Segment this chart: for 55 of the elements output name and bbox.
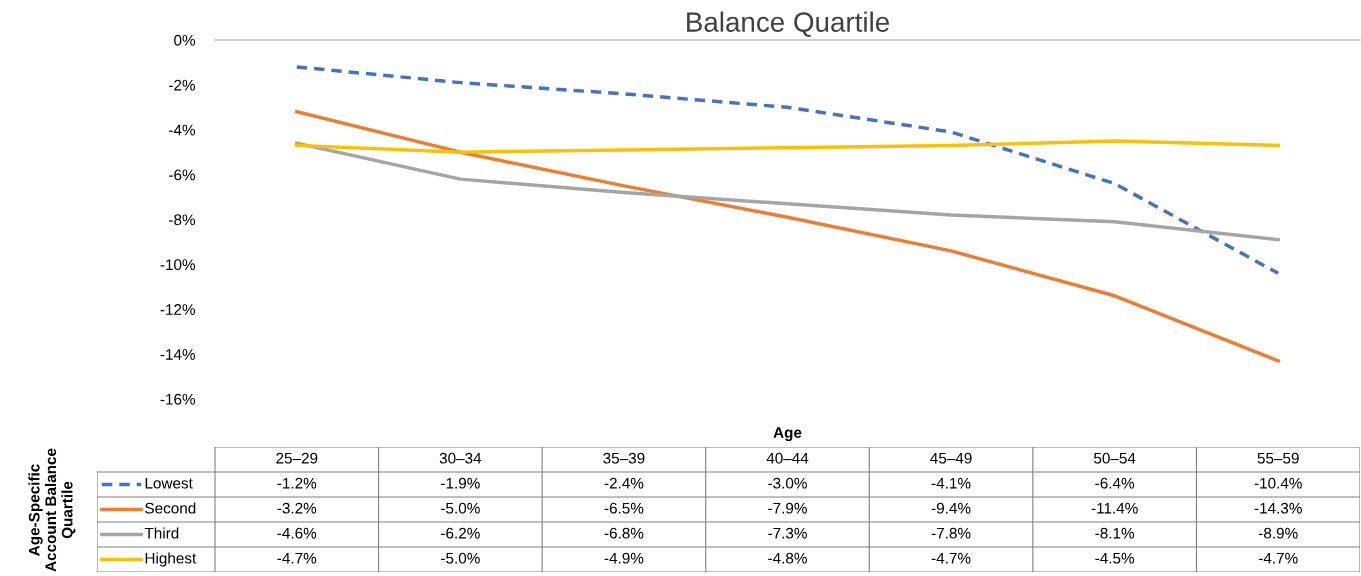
data-label: -7.8% (931, 527, 971, 539)
data-label: -4.5% (1095, 552, 1135, 564)
data-label: -6.8% (604, 527, 644, 539)
data-label: -3.2% (277, 502, 317, 514)
chart-title: Balance Quartile (687, 11, 889, 37)
data-label: -4.7% (1258, 552, 1298, 564)
x-tick-label: 50–54 (1094, 452, 1136, 464)
line-series (295, 110, 1280, 363)
data-label: -8.1% (1095, 527, 1135, 539)
line-series (295, 139, 1280, 154)
data-label: -7.9% (768, 502, 807, 514)
x-axis-title: Age (773, 427, 802, 442)
legend-label: Third (144, 527, 179, 539)
legend-label: Highest (145, 552, 197, 567)
line-series (295, 65, 1280, 276)
y-tick-label: -6% (169, 169, 196, 181)
data-label: -4.8% (768, 552, 807, 564)
data-label: -6.4% (1095, 477, 1135, 489)
data-label: -4.7% (277, 552, 317, 564)
x-tick-label: 35–39 (603, 452, 645, 464)
x-tick-label: 45–49 (930, 452, 972, 464)
y-tick-label: -8% (169, 214, 196, 226)
y-tick-label: -16% (160, 393, 196, 405)
data-label: -1.9% (441, 477, 480, 489)
x-tick-label: 30–34 (439, 452, 482, 464)
data-label: -14.3% (1254, 502, 1302, 514)
data-label: -5.0% (441, 552, 480, 564)
data-label: -1.2% (277, 477, 317, 489)
x-tick-label: 25–29 (276, 452, 318, 464)
data-label: -7.3% (768, 527, 807, 539)
y-tick-label: -12% (160, 304, 196, 315)
legend-label: Lowest (145, 477, 193, 489)
x-tick-label: 55–59 (1257, 452, 1299, 464)
data-label: -8.9% (1258, 527, 1298, 539)
data-label: -4.7% (931, 552, 971, 564)
data-label: -11.4% (1091, 502, 1138, 514)
data-label: -9.4% (931, 502, 971, 514)
y-tick-label: -14% (160, 349, 196, 360)
data-label: -2.4% (604, 477, 644, 489)
y-tick-label: -4% (169, 124, 196, 136)
line-series (295, 141, 1280, 242)
data-label: -4.9% (604, 552, 644, 564)
legend-label: Second (145, 502, 196, 514)
data-label: -6.2% (441, 527, 480, 539)
legend-title: Age-Specific Account Balance Quartile (28, 448, 76, 572)
data-label: -6.5% (604, 502, 644, 514)
data-label: -5.0% (441, 502, 480, 514)
x-tick-label: 40–44 (766, 452, 809, 464)
y-tick-label: 0% (174, 34, 196, 46)
y-tick-label: -2% (169, 79, 196, 91)
data-label: -10.4% (1254, 477, 1302, 489)
data-label: -4.6% (277, 527, 317, 539)
data-label: -3.0% (768, 477, 807, 489)
y-tick-label: -10% (160, 259, 196, 271)
data-label: -4.1% (931, 477, 971, 489)
